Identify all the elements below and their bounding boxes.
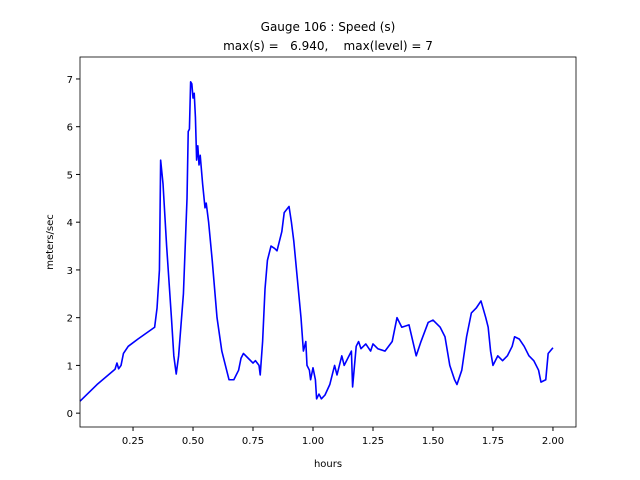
y-tick-label: 2 [67, 314, 73, 325]
y-tick-label: 7 [67, 75, 73, 86]
x-tick-label: 1.50 [422, 436, 444, 447]
x-axis-label: hours [314, 459, 342, 470]
x-tick-label: 0.25 [122, 436, 144, 447]
y-axis-label: meters/sec [45, 214, 56, 270]
x-tick-label: 1.00 [302, 436, 324, 447]
x-tick-label: 1.75 [482, 436, 504, 447]
y-tick-label: 0 [67, 409, 73, 420]
y-tick-label: 4 [67, 218, 73, 229]
x-tick-label: 0.50 [182, 436, 204, 447]
y-tick-label: 6 [67, 123, 73, 134]
x-tick-label: 1.25 [362, 436, 384, 447]
x-tick-label: 0.75 [242, 436, 264, 447]
x-tick-label: 2.00 [542, 436, 564, 447]
chart-title: Gauge 106 : Speed (s) [261, 20, 396, 34]
chart-subtitle: max(s) = 6.940, max(level) = 7 [223, 39, 433, 53]
axes-frame [79, 56, 577, 428]
y-tick-label: 5 [67, 170, 73, 181]
y-tick-label: 1 [67, 361, 73, 372]
y-tick-label: 3 [67, 266, 73, 277]
data-line [79, 81, 554, 402]
